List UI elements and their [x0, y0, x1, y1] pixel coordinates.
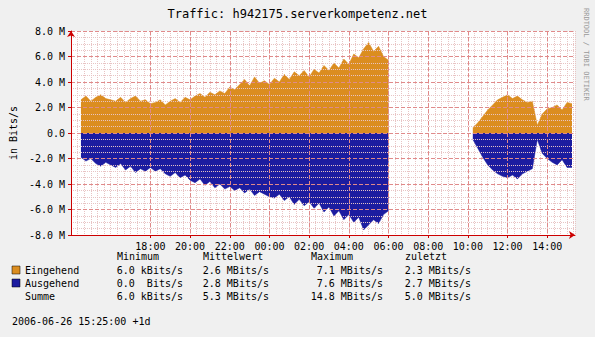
svg-text:18:00: 18:00	[135, 241, 165, 252]
svg-text:Maximum: Maximum	[311, 251, 353, 262]
svg-text:-4.0 M: -4.0 M	[29, 179, 65, 190]
svg-text:0.0 Bits/s: 0.0 Bits/s	[117, 278, 183, 289]
svg-text:0.0: 0.0	[47, 128, 65, 139]
svg-text:2.3 MBits/s: 2.3 MBits/s	[405, 265, 471, 276]
svg-text:14.8 MBits/s: 14.8 MBits/s	[311, 291, 383, 302]
svg-text:6.0 kBits/s: 6.0 kBits/s	[117, 291, 183, 302]
svg-text:6.0 M: 6.0 M	[35, 51, 65, 62]
svg-text:Minimum: Minimum	[117, 251, 159, 262]
svg-text:Summe: Summe	[25, 291, 55, 302]
svg-text:-6.0 M: -6.0 M	[29, 204, 65, 215]
svg-text:06:00: 06:00	[373, 241, 403, 252]
svg-text:2006-06-26 15:25:00 +1d: 2006-06-26 15:25:00 +1d	[12, 316, 150, 327]
svg-text:7.1 MBits/s: 7.1 MBits/s	[317, 265, 383, 276]
svg-text:00:00: 00:00	[254, 241, 284, 252]
svg-text:22:00: 22:00	[215, 241, 245, 252]
svg-text:-8.0 M: -8.0 M	[29, 230, 65, 241]
svg-text:RRDTOOL / TOBI OETIKER: RRDTOOL / TOBI OETIKER	[582, 8, 590, 102]
svg-text:8.0 M: 8.0 M	[35, 26, 65, 37]
svg-text:Mittelwert: Mittelwert	[203, 251, 263, 262]
svg-text:Ausgehend: Ausgehend	[25, 278, 79, 289]
svg-text:02:00: 02:00	[294, 241, 324, 252]
svg-text:4.0 M: 4.0 M	[35, 77, 65, 88]
svg-text:14:00: 14:00	[532, 241, 562, 252]
svg-text:in Bits/s: in Bits/s	[8, 106, 19, 160]
svg-text:5.0 MBits/s: 5.0 MBits/s	[405, 291, 471, 302]
svg-text:10:00: 10:00	[453, 241, 483, 252]
svg-text:2.0 M: 2.0 M	[35, 102, 65, 113]
svg-text:5.3 MBits/s: 5.3 MBits/s	[203, 291, 269, 302]
svg-text:Eingehend: Eingehend	[25, 265, 79, 276]
svg-text:08:00: 08:00	[413, 241, 443, 252]
svg-text:-2.0 M: -2.0 M	[29, 153, 65, 164]
svg-text:2.6 MBits/s: 2.6 MBits/s	[203, 265, 269, 276]
svg-text:Traffic: h942175.serverkompete: Traffic: h942175.serverkompetenz.net	[167, 7, 427, 21]
svg-text:zuletzt: zuletzt	[405, 251, 447, 262]
svg-text:2.7 MBits/s: 2.7 MBits/s	[405, 278, 471, 289]
svg-text:20:00: 20:00	[175, 241, 205, 252]
svg-text:04:00: 04:00	[334, 241, 364, 252]
svg-text:6.0 kBits/s: 6.0 kBits/s	[117, 265, 183, 276]
svg-text:12:00: 12:00	[492, 241, 522, 252]
svg-text:2.8 MBits/s: 2.8 MBits/s	[203, 278, 269, 289]
svg-text:7.6 MBits/s: 7.6 MBits/s	[317, 278, 383, 289]
